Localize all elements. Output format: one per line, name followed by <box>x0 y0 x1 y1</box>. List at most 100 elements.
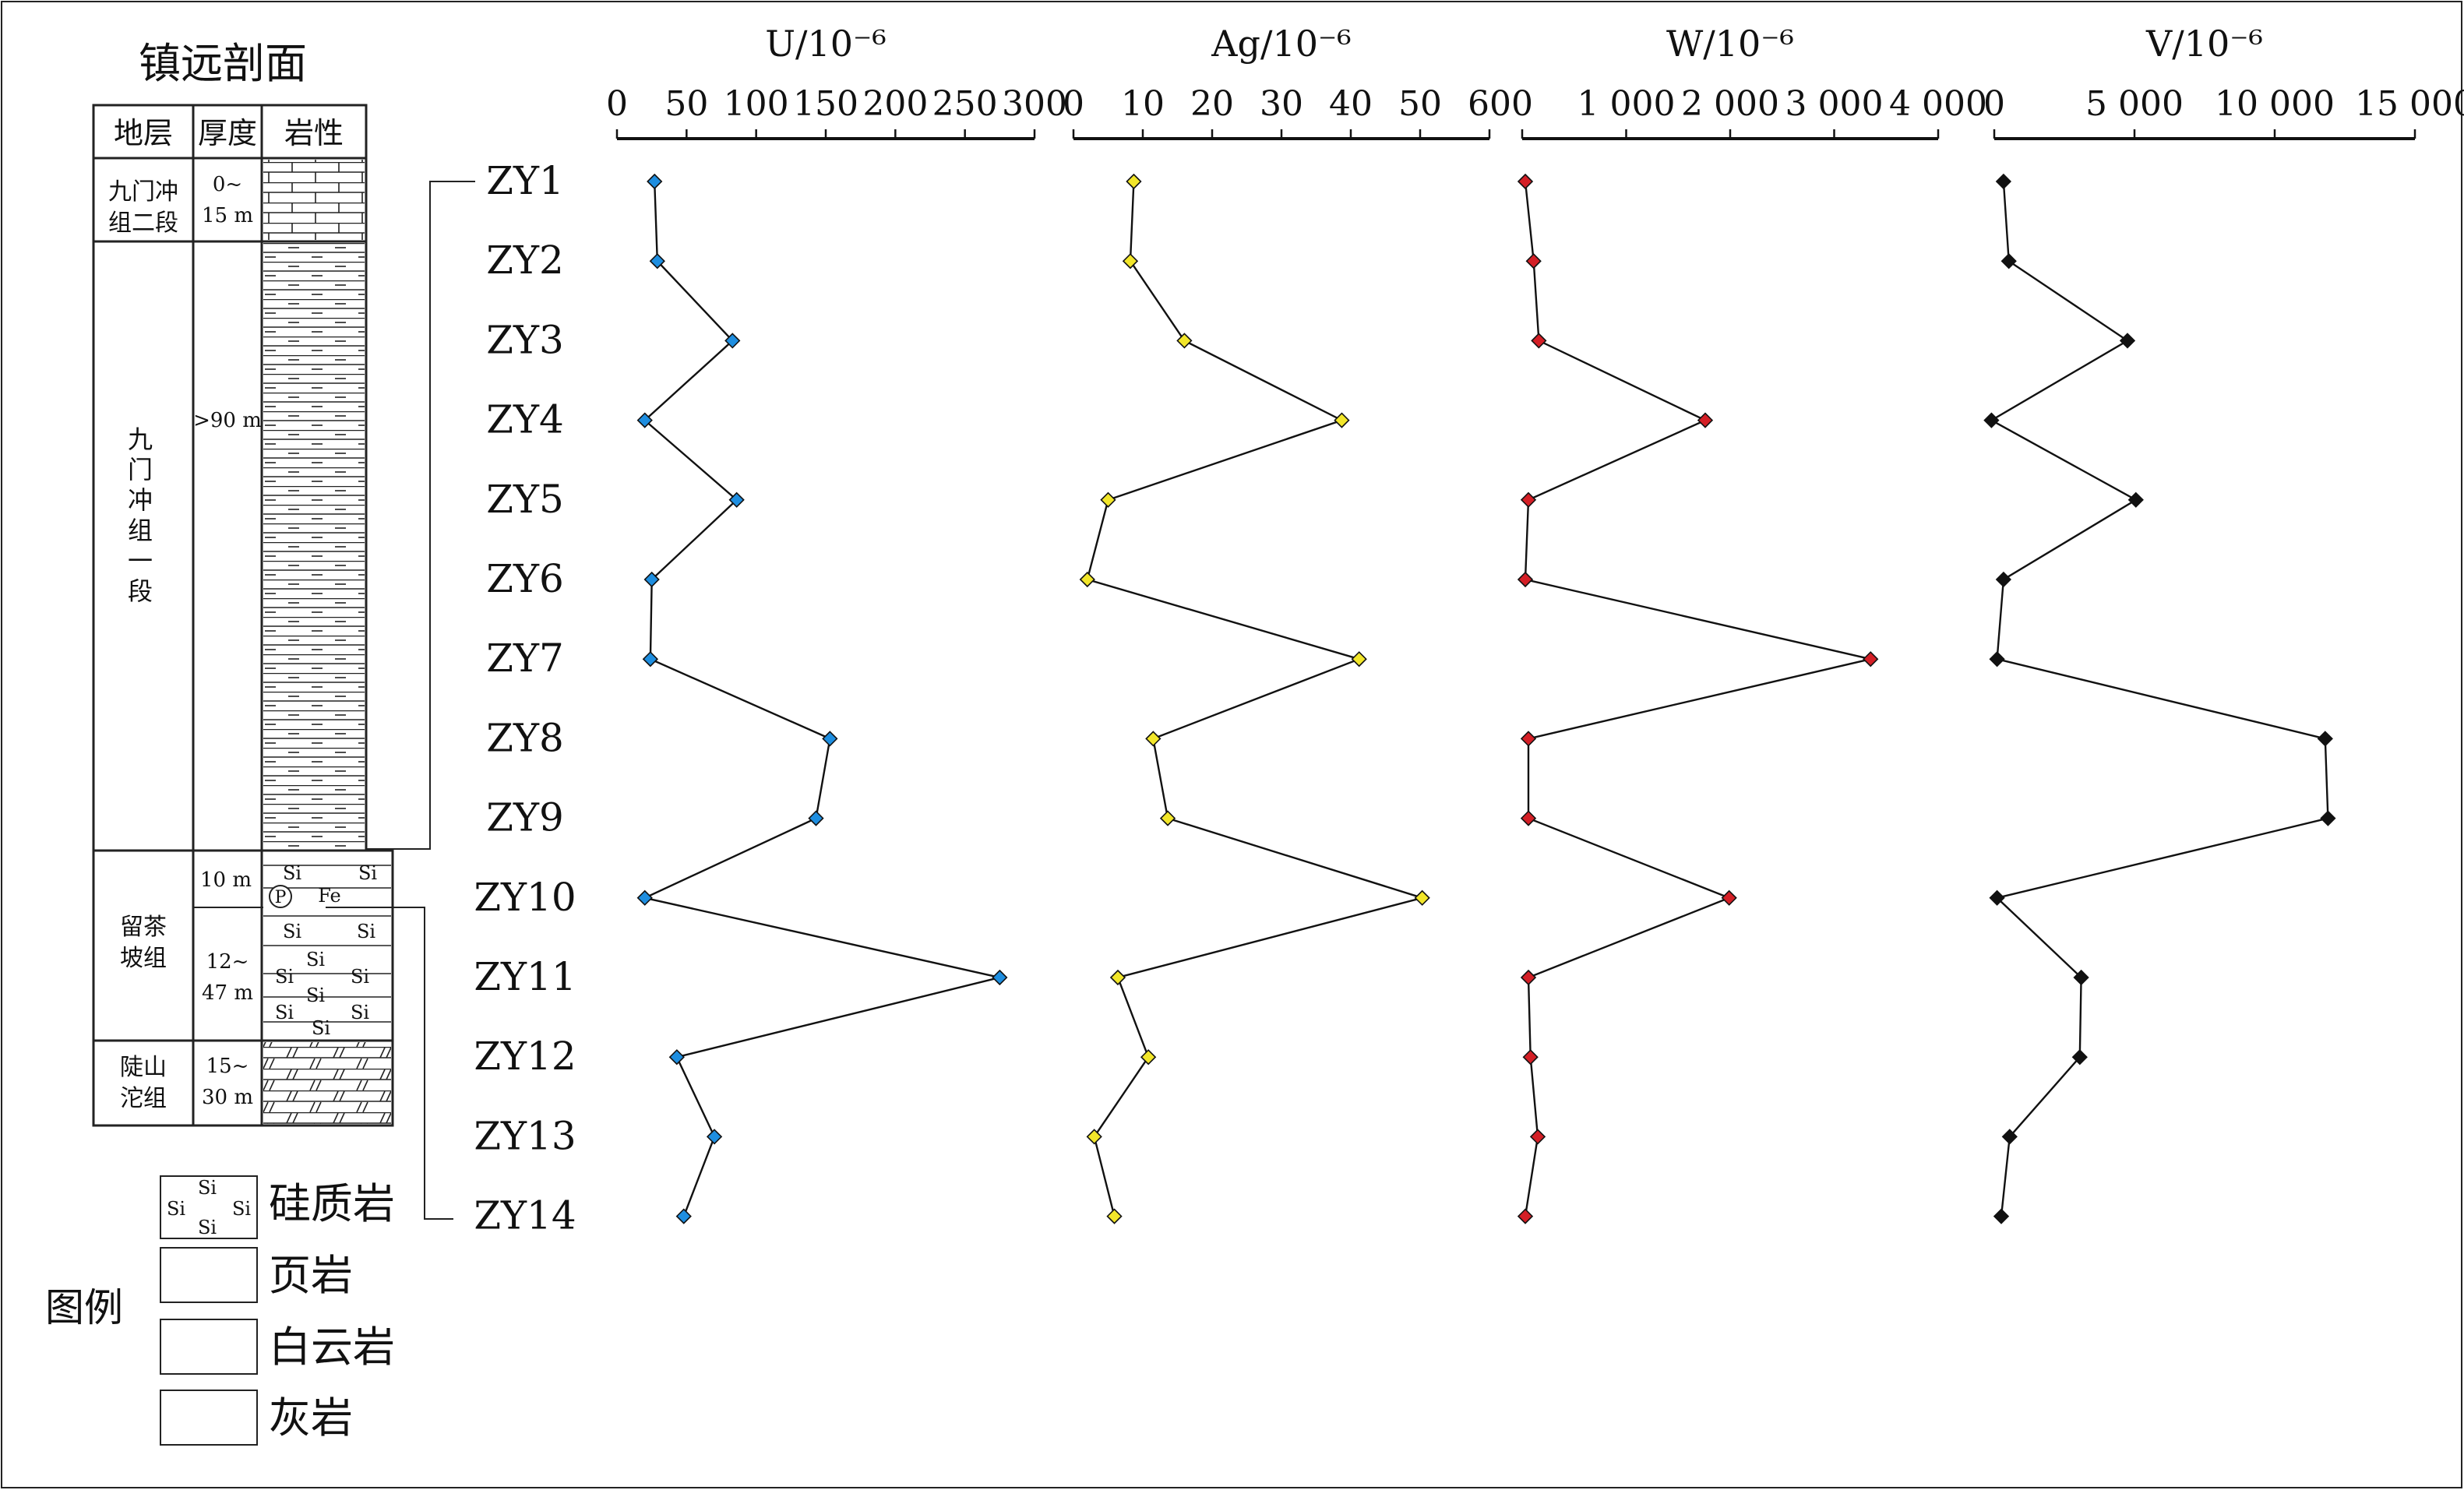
sample-label: ZY9 <box>486 795 564 840</box>
lithology-shale-fill <box>263 243 365 849</box>
x-tick-label: 2 000 <box>1681 84 1779 124</box>
data-point <box>728 491 745 508</box>
data-point <box>1106 1208 1123 1224</box>
data-point <box>2073 969 2089 986</box>
data-point <box>1989 889 2005 906</box>
x-tick-label: 200 <box>862 84 928 124</box>
sample-label: ZY6 <box>486 556 564 601</box>
x-tick-label: 150 <box>793 84 858 124</box>
sample-label: ZY3 <box>486 317 564 362</box>
data-point <box>1517 1208 1534 1224</box>
section-title: 镇远剖面 <box>139 39 307 88</box>
header-strata: 地层 <box>114 116 173 150</box>
si-mark: Si <box>312 1017 330 1039</box>
data-point <box>2001 1129 2018 1145</box>
data-point <box>1109 969 1126 986</box>
legend-label: 页岩 <box>269 1251 353 1300</box>
stratigraphic-column: 镇远剖面 地层 厚度 岩性 九门冲 组二段 0~ 15 m 九 门 冲 组 一 … <box>92 39 475 1220</box>
sample-label: ZY10 <box>474 875 576 920</box>
si-mark: Si <box>283 921 301 942</box>
unit-4-thickness-line-1: 15~ <box>206 1055 249 1078</box>
unit-4-name-line-2: 沱组 <box>120 1085 167 1112</box>
unit-3-name-line-2: 坡组 <box>120 945 167 972</box>
data-point <box>724 333 741 349</box>
unit-2-name-line-5: 一 <box>128 546 153 576</box>
sample-label: ZY7 <box>486 636 564 681</box>
data-point <box>675 1208 692 1224</box>
x-tick-label: 20 <box>1190 84 1234 124</box>
header-lithology: 岩性 <box>284 116 344 150</box>
data-point <box>992 969 1008 986</box>
unit-1-name-line-2: 组二段 <box>108 210 178 237</box>
data-point <box>1334 412 1350 428</box>
x-tick-label: 5 000 <box>2085 84 2184 124</box>
unit-1-thickness-line-1: 0~ <box>213 173 242 196</box>
unit-3-name-line-1: 留茶 <box>120 914 167 941</box>
data-point <box>1414 889 1430 906</box>
panel-title: Ag/10⁻⁶ <box>1211 23 1351 65</box>
data-point <box>1993 1208 2010 1224</box>
data-point <box>1522 1049 1539 1066</box>
data-point <box>1989 651 2005 668</box>
data-point <box>1517 173 1534 190</box>
data-point <box>1995 173 2012 190</box>
data-point <box>2119 333 2136 349</box>
data-point <box>2317 731 2333 747</box>
data-point <box>808 810 824 826</box>
data-point <box>1140 1049 1157 1066</box>
unit-1-thickness-line-2: 15 m <box>202 204 253 227</box>
sample-label: ZY1 <box>486 158 564 203</box>
unit-4-name-line-1: 陡山 <box>120 1054 167 1081</box>
unit-box-4 <box>92 1039 394 1127</box>
legend-item-siliceous: Si Si Si Si 硅质岩 <box>160 1175 395 1239</box>
data-point <box>2320 810 2336 826</box>
x-tick-label: 30 <box>1260 84 1303 124</box>
x-tick-label: 60 <box>1468 84 1511 124</box>
x-tick-label: 50 <box>1398 84 1442 124</box>
data-point <box>1520 969 1537 986</box>
x-tick-label: 4 000 <box>1889 84 1987 124</box>
phosphorus-circle <box>269 885 292 908</box>
x-tick-label: 3 000 <box>1785 84 1884 124</box>
header-thickness: 厚度 <box>198 116 257 150</box>
data-point <box>1517 571 1534 588</box>
unit-3-upper-thickness: 10 m <box>200 868 252 892</box>
sample-label: ZY8 <box>486 715 564 760</box>
panel-title: V/10⁻⁶ <box>2145 23 2263 65</box>
unit-2-thickness: >90 m <box>193 409 262 432</box>
si-mark: Si <box>358 862 377 884</box>
data-point <box>1159 810 1176 826</box>
lithology-limestone-fill <box>263 160 365 240</box>
si-mark: Si <box>283 862 301 884</box>
data-point <box>1995 571 2012 588</box>
data-point <box>649 253 665 269</box>
data-point <box>636 412 653 428</box>
data-point <box>642 651 659 668</box>
panel-4: V/10⁻⁶ 0 5 000 10 000 15 000 <box>1983 23 2464 1224</box>
si-mark: Si <box>306 985 325 1006</box>
x-tick-label: 0 <box>1983 84 2005 124</box>
sample-label: ZY13 <box>474 1113 576 1158</box>
data-point <box>1520 491 1537 508</box>
data-point <box>706 1129 723 1145</box>
si-mark: Si <box>306 949 325 970</box>
legend-swatch-siliceous <box>160 1175 258 1239</box>
data-point <box>1529 1129 1546 1145</box>
series-line <box>1989 181 2329 1217</box>
legend-item-limestone: 灰岩 <box>160 1390 353 1446</box>
unit-2-name-line-3: 冲 <box>128 485 153 515</box>
legend-title: 图例 <box>45 1285 123 1330</box>
unit-2-name-line-4: 组 <box>128 516 153 545</box>
x-tick-label: 300 <box>1002 84 1067 124</box>
si-mark: Si <box>275 1002 294 1023</box>
legend-swatch-limestone <box>160 1390 258 1446</box>
data-point <box>1176 333 1193 349</box>
x-tick-label: 40 <box>1329 84 1373 124</box>
data-point <box>1520 731 1537 747</box>
data-point <box>2071 1049 2088 1066</box>
sample-label: ZY12 <box>474 1034 576 1079</box>
legend-si-mark: Si <box>167 1198 185 1220</box>
unit-2-name-line-1: 九 <box>128 424 153 454</box>
